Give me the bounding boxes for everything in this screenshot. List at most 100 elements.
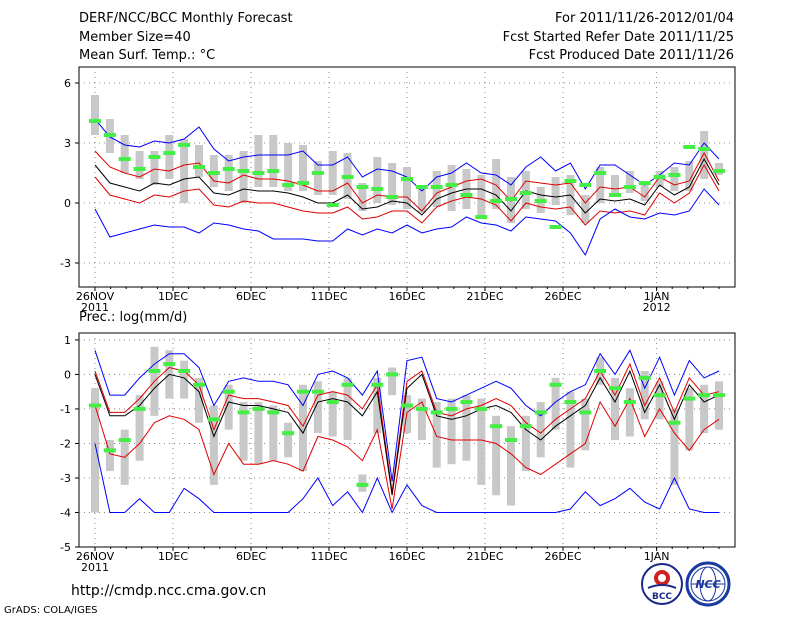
- temp-xtick-label: 1DEC: [158, 290, 188, 303]
- temp-xtick-year: 2011: [81, 301, 109, 314]
- temp-median-mark: [401, 177, 413, 181]
- temp-median-mark: [609, 193, 621, 197]
- temp-xtick-year: 2012: [643, 301, 671, 314]
- temp-xtick-label: 26NOV: [76, 290, 115, 303]
- precip-median-mark: [609, 386, 621, 391]
- precip-median-mark: [89, 403, 101, 408]
- temp-series-upper: [94, 150, 720, 212]
- precip-median-mark: [133, 406, 146, 411]
- temp-median-mark: [713, 169, 725, 173]
- precip-box: [536, 402, 545, 458]
- precip-box: [328, 391, 337, 437]
- temp-xtick-label: 6DEC: [236, 290, 266, 303]
- temp-box: [180, 139, 189, 203]
- temp-median-mark: [311, 171, 324, 175]
- precip-median-mark: [713, 393, 725, 398]
- precip-box: [299, 384, 307, 472]
- precip-title: Prec.: log(mm/d): [79, 310, 188, 325]
- temp-median-mark: [371, 187, 384, 191]
- temp-box: [611, 175, 619, 195]
- precip-box: [313, 381, 322, 434]
- temp-median-mark: [193, 165, 205, 169]
- precip-median-mark: [118, 438, 131, 442]
- temp-median-mark: [668, 173, 681, 177]
- temp-box: [670, 167, 679, 191]
- temp-xtick-label: 26DEC: [544, 290, 581, 303]
- temp-median-mark: [297, 181, 309, 185]
- temp-median-mark: [623, 185, 636, 189]
- precip-xtick-label: 16DEC: [388, 550, 425, 563]
- precip-box: [180, 360, 189, 399]
- temp-box: [195, 145, 203, 177]
- temp-box: [685, 161, 694, 191]
- precip-box: [655, 381, 664, 420]
- precip-box: [492, 415, 501, 496]
- precip-box: [640, 370, 649, 420]
- precip-xtick-label: 11DEC: [310, 550, 347, 563]
- temp-xtick-label: 1JAN: [644, 290, 670, 303]
- precip-median-mark: [683, 396, 696, 401]
- temp-median-mark: [282, 183, 295, 187]
- precip-median-mark: [638, 375, 651, 380]
- temp-median-mark: [430, 185, 443, 189]
- temp-box: [551, 177, 560, 205]
- temp-median-mark: [460, 193, 473, 197]
- precip-median-mark: [237, 410, 250, 415]
- temp-median-mark: [415, 185, 428, 189]
- temp-box: [239, 151, 248, 203]
- precip-xtick-label: 21DEC: [466, 550, 503, 563]
- precip-box: [417, 398, 426, 440]
- precip-box: [685, 388, 694, 451]
- precip-box: [91, 388, 99, 513]
- temp-median-mark: [445, 183, 458, 187]
- temp-median-mark: [534, 199, 547, 203]
- precip-median-mark: [282, 431, 295, 436]
- temp-box: [477, 175, 486, 217]
- temp-ytick-label: 0: [64, 197, 71, 210]
- precip-series-max: [94, 349, 720, 482]
- temp-xtick-label: 11DEC: [310, 290, 347, 303]
- precip-xtick-label: 6DEC: [236, 550, 266, 563]
- footer-url[interactable]: http://cmdp.ncc.cma.gov.cn: [71, 583, 267, 599]
- precip-series-mean: [94, 369, 720, 496]
- temp-box: [150, 151, 159, 185]
- temp-ytick-label: -3: [60, 257, 71, 270]
- precip-median-mark: [371, 382, 384, 387]
- temp-xtick-label: 16DEC: [388, 290, 425, 303]
- precip-median-mark: [534, 410, 547, 415]
- precip-median-mark: [549, 382, 562, 387]
- precip-median-mark: [178, 368, 191, 373]
- precip-xtick-year: 2011: [81, 561, 109, 574]
- precip-box: [105, 440, 114, 472]
- temp-median-mark: [490, 199, 503, 203]
- temp-box: [328, 151, 337, 195]
- footer-grads-credit: GrADS: COLA/IGES: [4, 605, 98, 616]
- precip-median-mark: [430, 410, 443, 415]
- temp-median-mark: [89, 119, 101, 123]
- precip-box: [284, 422, 293, 458]
- header-start-date: Fcst Started Refer Date 2011/11/25: [502, 30, 734, 45]
- precip-median-mark: [475, 406, 488, 411]
- precip-median-mark: [326, 400, 339, 405]
- temp-median-mark: [549, 225, 562, 229]
- temp-box: [447, 165, 456, 211]
- precip-box: [507, 426, 515, 506]
- precip-box: [700, 384, 709, 434]
- temp-box: [492, 159, 501, 209]
- temp-median-mark: [505, 197, 517, 201]
- temp-box: [403, 167, 411, 209]
- temp-median-mark: [222, 167, 235, 171]
- temp-box: [625, 171, 634, 193]
- precip-median-mark: [207, 417, 220, 422]
- temp-median-mark: [683, 145, 696, 149]
- header-forecast-period: For 2011/11/26-2012/01/04: [555, 11, 734, 26]
- temp-box: [165, 135, 174, 179]
- temp-box: [91, 95, 99, 135]
- precip-median-mark: [252, 406, 265, 411]
- temp-median-mark: [475, 215, 488, 219]
- temp-median-mark: [252, 171, 265, 175]
- temp-box: [640, 181, 649, 201]
- temp-median-mark: [163, 151, 176, 155]
- temp-box: [417, 185, 426, 213]
